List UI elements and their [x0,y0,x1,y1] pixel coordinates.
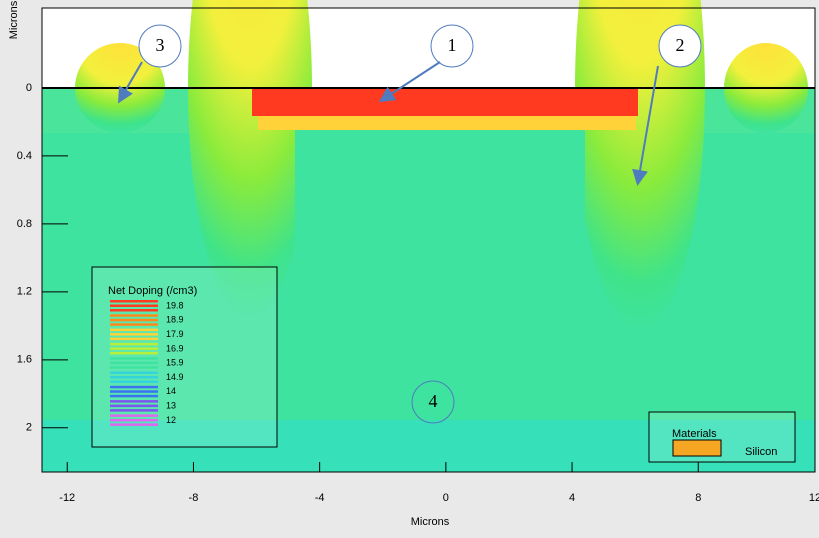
callout-label: 4 [429,391,438,411]
legend-label: 17.9 [166,329,184,339]
legend-swatch [110,314,158,317]
legend-label: 14.9 [166,372,184,382]
plot-frame [41,7,816,473]
arrow [378,61,441,103]
y-tick-label: 0.4 [17,150,32,162]
legend-title: Net Doping (/cm3) [108,285,197,297]
callout-label: 3 [156,35,165,55]
y-tick-label: 1.6 [17,354,32,366]
x-tick-label: -8 [189,492,199,504]
legend-swatch [110,361,158,365]
legend-label: 13 [166,400,176,410]
callout [430,24,474,68]
legend-swatch [110,357,158,360]
surface-contour [252,88,638,116]
callout-label: 1 [448,35,457,55]
x-tick-label: 4 [569,492,575,504]
legend-label: 15.9 [166,358,184,368]
y-tick-label: 0.8 [17,218,32,230]
legend-swatch [110,394,158,398]
arrow [632,65,659,186]
callout [138,24,182,68]
y-tick-label: 0 [26,82,32,94]
legend-swatch [110,323,158,326]
legend-swatch [110,347,158,350]
legend-swatch [110,300,158,303]
legend-swatch [110,304,158,307]
legend-label: 14 [166,386,176,396]
x-tick-label: -12 [59,492,75,504]
legend-box [91,266,278,448]
legend-swatch [110,414,158,417]
materials-title: Materials [672,428,717,440]
legend-swatch [110,376,158,379]
legend-swatch [110,309,158,312]
legend-label: 12 [166,415,176,425]
x-tick-label: 0 [443,492,449,504]
legend-swatch [110,371,158,374]
legend-swatch [110,366,158,369]
legend-swatch [110,333,158,336]
legend-swatch [110,418,158,422]
x-axis-label: Microns [411,516,450,528]
y-tick-label: 2 [26,422,32,434]
x-tick-label: 8 [695,492,701,504]
legend-swatch [110,385,158,389]
legend-swatch [110,423,158,426]
legend-swatch [110,400,158,403]
material-label: Silicon [745,446,777,458]
arrow [117,61,143,104]
legend-swatch [110,409,158,412]
legend-swatch [110,337,158,341]
callout [658,24,702,68]
legend-swatch [110,404,158,408]
callout [411,380,455,424]
material-swatch [672,439,722,457]
legend-swatch [110,328,158,332]
legend-swatch [110,342,158,346]
legend-label: 18.9 [166,315,184,325]
legend-label: 16.9 [166,343,184,353]
x-tick-label: 12 [809,492,819,504]
legend-swatch [110,390,158,393]
legend-swatch [110,380,158,383]
x-tick-label: -4 [315,492,325,504]
callout-label: 2 [676,35,685,55]
legend-swatch [110,318,158,322]
y-axis-label: Microns [8,0,20,39]
legend-label: 19.8 [166,300,184,310]
legend-swatch [110,351,158,355]
center-region [295,128,585,293]
annotations: 3 1 2 4 [117,24,702,424]
well-contour [188,0,312,318]
y-tick-label: 1.2 [17,286,32,298]
